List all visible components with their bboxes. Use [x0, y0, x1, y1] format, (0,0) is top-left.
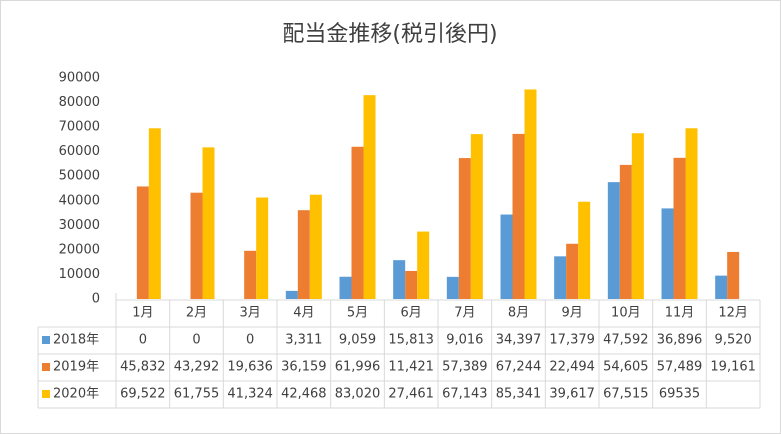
- bar: [405, 270, 418, 299]
- bar: [148, 128, 161, 299]
- bar: [512, 133, 525, 299]
- table-value: 54,605: [603, 360, 649, 375]
- table-value: 69535: [659, 387, 700, 402]
- bar: [446, 276, 459, 299]
- bar: [351, 146, 364, 299]
- table-value: 67,143: [442, 387, 488, 402]
- x-tick-label: 5月: [347, 306, 368, 321]
- table-value: 61,996: [335, 360, 381, 375]
- table-value: 27,461: [388, 387, 434, 402]
- legend-swatch: [42, 390, 50, 398]
- table-value: 0: [192, 333, 200, 348]
- table-value: 11,421: [388, 360, 434, 375]
- bar: [417, 231, 430, 299]
- table-value: 67,244: [496, 360, 542, 375]
- x-tick-label: 10月: [611, 306, 641, 321]
- table-value: 9,520: [715, 333, 752, 348]
- table-value: 34,397: [496, 333, 542, 348]
- table-value: 15,813: [388, 333, 434, 348]
- x-tick-label: 4月: [293, 306, 314, 321]
- legend-swatch: [42, 363, 50, 371]
- y-tick-label: 70000: [59, 120, 100, 135]
- table-value: 39,617: [549, 387, 595, 402]
- x-tick-label: 7月: [454, 306, 475, 321]
- legend-swatch: [42, 336, 50, 344]
- table-value: 36,159: [281, 360, 327, 375]
- bar: [685, 128, 698, 299]
- bar: [297, 210, 310, 299]
- bar: [673, 157, 686, 299]
- x-tick-label: 12月: [718, 306, 748, 321]
- bar: [607, 182, 620, 299]
- table-value: 85,341: [496, 387, 542, 402]
- table-value: 3,311: [285, 333, 322, 348]
- table-value: 57,489: [657, 360, 703, 375]
- bar: [285, 290, 298, 299]
- table-value: 9,016: [446, 333, 483, 348]
- table-value: 19,636: [227, 360, 273, 375]
- bar: [631, 133, 644, 299]
- bar: [554, 256, 567, 299]
- bar: [339, 276, 352, 299]
- table-value: 22,494: [549, 360, 595, 375]
- chart-title: 配当金推移(税引後円): [282, 22, 497, 47]
- table-value: 42,468: [281, 387, 327, 402]
- bar: [363, 95, 376, 300]
- x-tick-label: 6月: [401, 306, 422, 321]
- x-tick-label: 2月: [186, 306, 207, 321]
- x-tick-label: 8月: [508, 306, 529, 321]
- table-value: 47,592: [603, 333, 649, 348]
- table-value: 41,324: [227, 387, 273, 402]
- bar: [500, 214, 513, 299]
- bar: [256, 197, 269, 299]
- bar: [524, 89, 537, 299]
- bar: [727, 251, 740, 299]
- table-value: 36,896: [657, 333, 703, 348]
- bar: [566, 243, 579, 299]
- x-tick-label: 1月: [132, 306, 153, 321]
- y-tick-label: 40000: [59, 193, 100, 208]
- table-value: 0: [246, 333, 254, 348]
- bar: [578, 201, 591, 299]
- y-tick-label: 50000: [59, 169, 100, 184]
- x-tick-label: 11月: [665, 306, 695, 321]
- bar: [309, 194, 322, 299]
- table-value: 19,161: [710, 360, 756, 375]
- y-tick-label: 60000: [59, 144, 100, 159]
- legend-label: 2020年: [53, 387, 99, 402]
- legend-label: 2018年: [53, 333, 99, 348]
- bar: [715, 275, 728, 299]
- bar: [190, 192, 203, 299]
- bar: [136, 186, 149, 299]
- bar: [458, 158, 471, 299]
- y-tick-label: 80000: [59, 95, 100, 110]
- bar: [661, 208, 674, 299]
- bar: [244, 250, 257, 299]
- table-value: 45,832: [120, 360, 166, 375]
- table-value: 0: [139, 333, 147, 348]
- table-value: 17,379: [549, 333, 595, 348]
- x-tick-label: 9月: [562, 306, 583, 321]
- bar: [619, 164, 632, 299]
- table-value: 83,020: [335, 387, 381, 402]
- legend-label: 2019年: [53, 360, 99, 375]
- bar: [202, 147, 215, 299]
- y-tick-label: 0: [92, 292, 100, 307]
- y-tick-label: 20000: [59, 242, 100, 257]
- table-value: 9,059: [339, 333, 376, 348]
- y-tick-label: 30000: [59, 218, 100, 233]
- bar: [470, 134, 483, 299]
- table-value: 61,755: [174, 387, 220, 402]
- bar: [393, 260, 406, 299]
- table-value: 67,515: [603, 387, 649, 402]
- table-value: 57,389: [442, 360, 488, 375]
- y-tick-label: 10000: [59, 267, 100, 282]
- table-value: 69,522: [120, 387, 166, 402]
- x-tick-label: 3月: [240, 306, 261, 321]
- table-value: 43,292: [174, 360, 220, 375]
- y-tick-label: 90000: [59, 71, 100, 86]
